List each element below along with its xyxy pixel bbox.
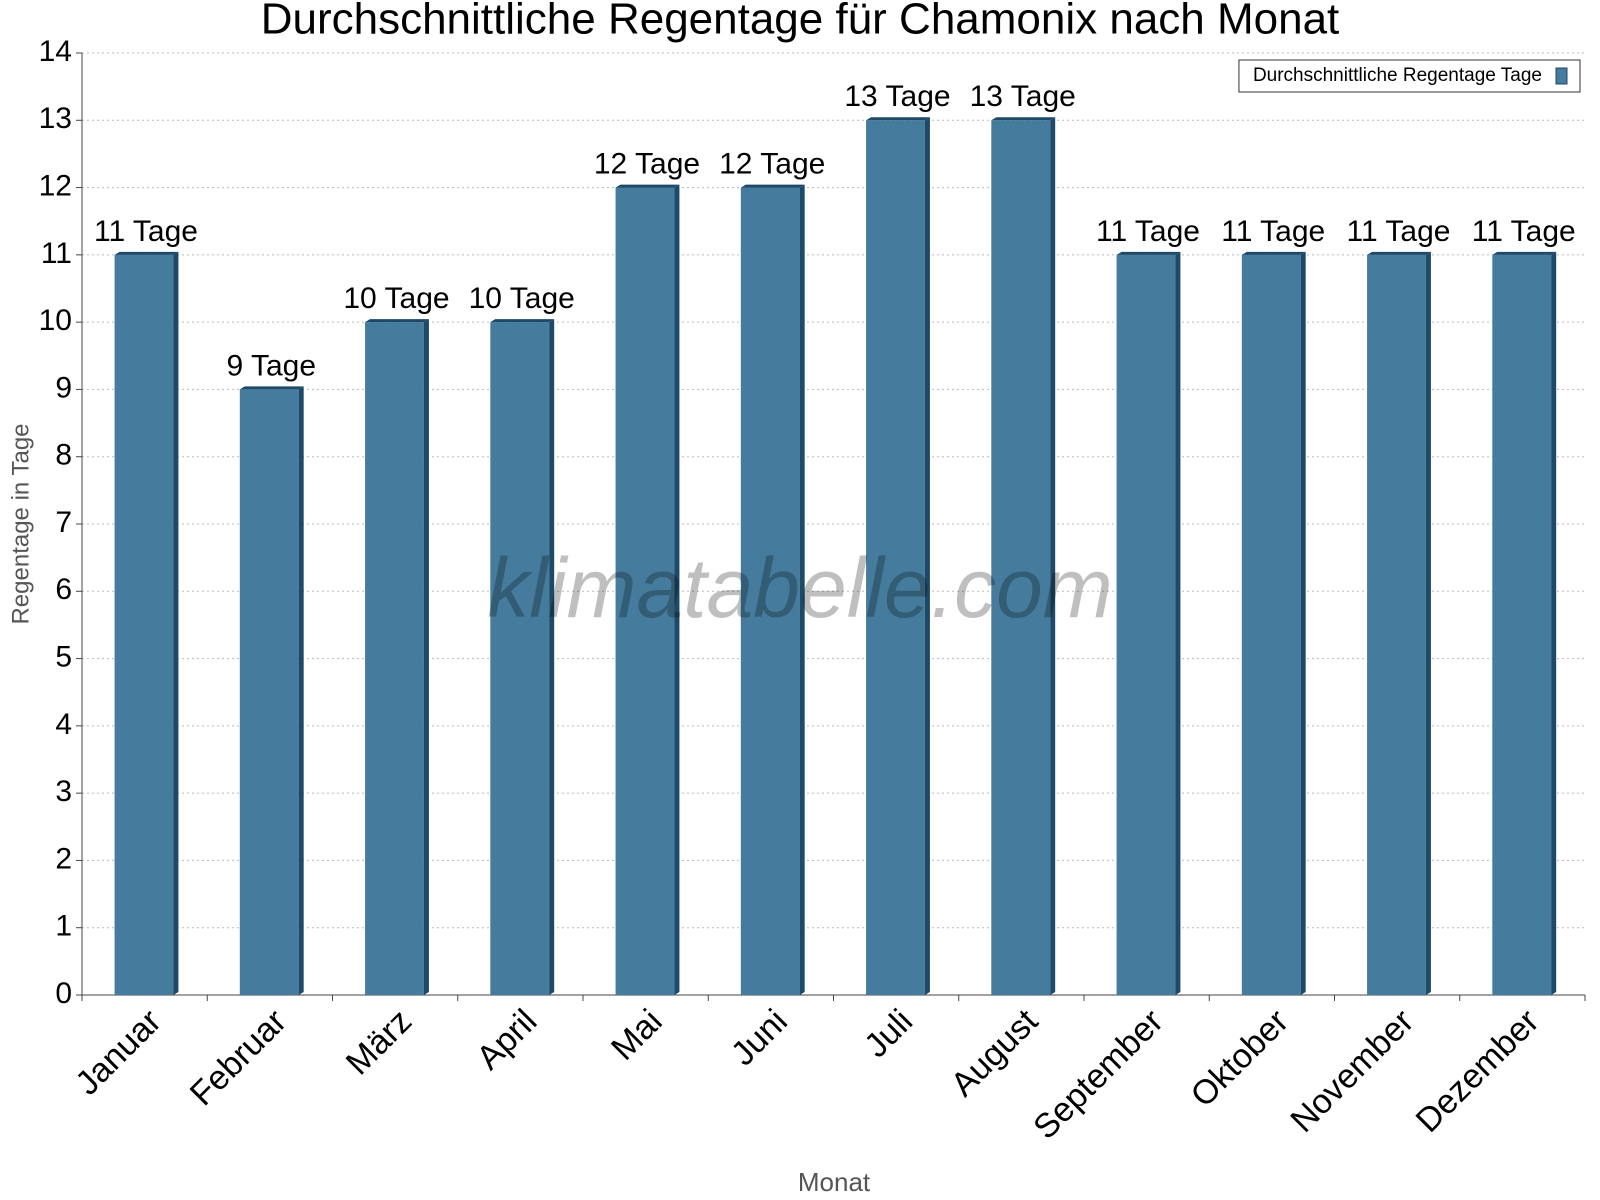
bar-group	[114, 251, 179, 995]
y-tick-label: 14	[39, 35, 72, 68]
bar-top	[490, 319, 555, 323]
bar-group	[365, 319, 429, 996]
bar-group	[740, 184, 805, 996]
bar-group	[866, 117, 930, 996]
bar	[740, 187, 800, 996]
legend-label: Durchschnittliche Regentage Tage	[1253, 65, 1542, 86]
bar-top	[991, 117, 1056, 121]
y-axis-label: Regentage in Tage	[7, 423, 34, 624]
bar	[1116, 254, 1176, 995]
bar-side	[173, 251, 179, 995]
legend: Durchschnittliche Regentage Tage	[1238, 59, 1581, 93]
y-tick-label: 8	[55, 439, 72, 472]
y-tick-label: 12	[39, 169, 72, 202]
bar-group	[1116, 251, 1181, 995]
y-tick-label: 4	[55, 708, 72, 741]
data-label: 11 Tage	[1472, 215, 1576, 248]
y-tick-label: 1	[55, 910, 72, 943]
bar-side	[1551, 251, 1557, 995]
data-label: 11 Tage	[1096, 215, 1200, 248]
y-tick-label: 3	[55, 775, 72, 808]
bar-group	[239, 386, 304, 995]
y-tick-label: 11	[41, 237, 72, 270]
data-label: 13 Tage	[970, 80, 1076, 113]
chart-title: Durchschnittliche Regentage für Chamonix…	[261, 0, 1340, 44]
bar-side	[298, 386, 304, 995]
bar-side	[1050, 117, 1056, 996]
bar	[1241, 254, 1301, 995]
bar-top	[866, 117, 930, 121]
bar-side	[423, 319, 429, 996]
bar-top	[740, 184, 805, 188]
watermark: klimatabelle.com	[487, 541, 1113, 635]
bar-side	[924, 117, 930, 996]
bar-group	[615, 184, 680, 996]
data-label: 11 Tage	[1221, 215, 1325, 248]
bar-side	[549, 319, 555, 996]
y-tick-label: 10	[39, 304, 72, 337]
bar	[1492, 254, 1552, 995]
bar	[490, 322, 550, 996]
bar	[114, 254, 174, 995]
legend-swatch	[1555, 67, 1568, 85]
x-axis-label: Monat	[798, 1167, 871, 1197]
bar	[866, 120, 925, 996]
y-tick-label: 9	[55, 371, 72, 404]
y-tick-label: 7	[55, 506, 72, 539]
data-label: 11 Tage	[94, 215, 198, 248]
bar-top	[1116, 251, 1181, 255]
bar-top	[1492, 251, 1557, 255]
bar-top	[365, 319, 429, 323]
y-tick-label: 2	[55, 842, 72, 875]
bar-top	[615, 184, 680, 188]
data-label: 12 Tage	[594, 147, 700, 180]
bar-group	[1367, 251, 1431, 995]
data-label: 13 Tage	[844, 80, 950, 113]
bar-top	[239, 386, 304, 390]
bar	[991, 120, 1051, 996]
bar-side	[1425, 251, 1431, 995]
bar-group	[1241, 251, 1306, 995]
bar-top	[1367, 251, 1431, 255]
bar-group	[490, 319, 555, 996]
y-tick-label: 0	[55, 977, 72, 1010]
bar-side	[799, 184, 805, 996]
bar-side	[1300, 251, 1306, 995]
bar-top	[114, 251, 179, 255]
data-label: 11 Tage	[1346, 215, 1450, 248]
bar	[239, 389, 299, 995]
data-label: 9 Tage	[226, 349, 316, 382]
y-tick-label: 6	[55, 573, 72, 606]
bar	[615, 187, 675, 996]
bar	[365, 322, 424, 996]
bar-top	[1241, 251, 1306, 255]
data-label: 12 Tage	[719, 147, 825, 180]
legend-box	[1238, 59, 1581, 93]
bar-group	[991, 117, 1056, 996]
bar-side	[1175, 251, 1181, 995]
y-tick-label: 13	[39, 102, 72, 135]
data-label: 10 Tage	[469, 282, 575, 315]
y-tick-label: 5	[55, 640, 72, 673]
bar	[1367, 254, 1426, 995]
bar-group	[1492, 251, 1557, 995]
data-label: 10 Tage	[343, 282, 449, 315]
bar-side	[674, 184, 680, 996]
